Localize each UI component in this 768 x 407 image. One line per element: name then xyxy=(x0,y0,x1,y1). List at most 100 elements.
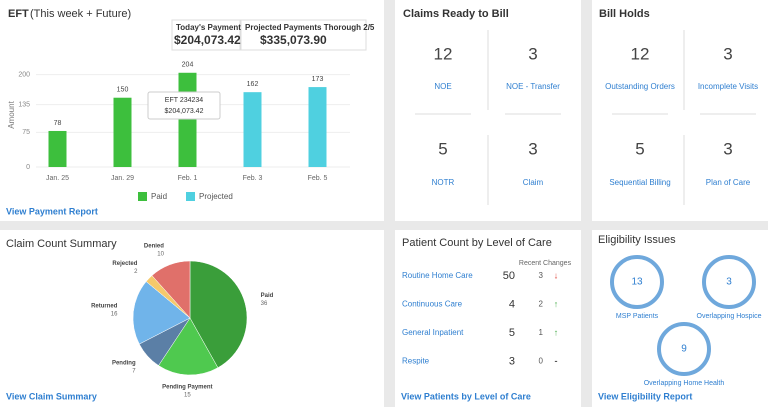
level-trend: ↑ xyxy=(554,327,559,337)
tile-count: 5 xyxy=(438,139,447,158)
pie-label: Pending xyxy=(112,360,136,366)
pie-label: Rejected xyxy=(112,261,137,267)
level-count: 3 xyxy=(509,355,515,367)
claims-ready-title: Claims Ready to Bill xyxy=(403,8,509,20)
tooltip-value: $204,073.42 xyxy=(165,108,204,115)
eligibility-link[interactable]: View Eligibility Report xyxy=(598,391,692,401)
tile-count: 3 xyxy=(723,44,732,63)
tile-label[interactable]: NOE - Transfer xyxy=(506,82,560,91)
tile-label[interactable]: Claim xyxy=(523,178,544,187)
tile-count: 3 xyxy=(528,139,537,158)
patient-count-panel xyxy=(395,230,581,407)
y-tick-label: 200 xyxy=(18,71,30,78)
bill-holds-panel xyxy=(592,0,768,221)
tile-count: 12 xyxy=(434,44,453,63)
issue-count[interactable]: 9 xyxy=(681,344,687,355)
today-box xyxy=(171,19,241,51)
bar-value-label: 150 xyxy=(117,87,129,94)
legend-label: Projected xyxy=(199,192,233,201)
level-change: 3 xyxy=(539,271,544,280)
tile-count: 12 xyxy=(631,44,650,63)
issue-count[interactable]: 13 xyxy=(631,277,643,288)
pie-slice xyxy=(151,260,191,319)
tile-label[interactable]: Outstanding Orders xyxy=(605,82,675,91)
bar xyxy=(243,92,262,167)
bar-value-label: 173 xyxy=(312,76,324,83)
patient-count-link[interactable]: View Patients by Level of Care xyxy=(401,391,531,401)
pie-value: 7 xyxy=(132,368,136,374)
bar-value-label: 78 xyxy=(54,120,62,127)
y-tick-label: 0 xyxy=(26,164,30,171)
level-change: 0 xyxy=(539,357,544,366)
level-name[interactable]: Routine Home Care xyxy=(402,271,473,280)
issue-circle xyxy=(610,255,664,309)
level-trend: ↓ xyxy=(554,270,559,280)
x-tick-label: Feb. 1 xyxy=(178,175,198,182)
level-trend: ↑ xyxy=(554,299,559,309)
bar-value-label: 162 xyxy=(247,81,259,88)
pie-value: 36 xyxy=(261,301,268,307)
pie-label: Paid xyxy=(261,293,274,299)
level-change: 1 xyxy=(539,328,544,337)
issue-label[interactable]: Overlapping Home Health xyxy=(644,380,725,387)
bar xyxy=(308,87,327,167)
bar xyxy=(178,72,197,167)
issue-label[interactable]: Overlapping Hospice xyxy=(697,313,762,320)
tile-count: 3 xyxy=(723,139,732,158)
pie-slice xyxy=(189,260,248,369)
bar xyxy=(48,130,67,167)
pie-value: 2 xyxy=(134,269,138,275)
eft-title: EFT xyxy=(8,8,29,20)
tile-label[interactable]: NOTR xyxy=(432,178,455,187)
level-count: 50 xyxy=(503,270,515,282)
today-label: Today's Payment xyxy=(176,23,241,32)
tooltip-title: EFT 234234 xyxy=(165,97,204,104)
issue-count[interactable]: 3 xyxy=(726,277,732,288)
x-tick-label: Jan. 25 xyxy=(46,175,69,182)
legend-label: Paid xyxy=(151,192,167,201)
projected-value: $335,073.90 xyxy=(260,33,327,47)
eft-subtitle: (This week + Future) xyxy=(30,8,131,20)
patient-count-title: Patient Count by Level of Care xyxy=(402,237,552,249)
pie-value: 16 xyxy=(111,312,118,318)
x-tick-label: Feb. 3 xyxy=(243,175,263,182)
level-count: 4 xyxy=(509,298,515,310)
pie-label: Returned xyxy=(91,304,118,310)
claim-summary-title: Claim Count Summary xyxy=(6,238,117,250)
level-name[interactable]: General Inpatient xyxy=(402,328,464,337)
bar-value-label: 204 xyxy=(182,62,194,69)
tile-label[interactable]: Incomplete Visits xyxy=(698,82,758,91)
pie-slice xyxy=(158,317,219,376)
tile-label[interactable]: Sequential Billing xyxy=(609,178,670,187)
tile-count: 3 xyxy=(528,44,537,63)
legend-swatch xyxy=(138,192,147,201)
recent-changes-header: Recent Changes xyxy=(519,260,572,267)
tile-label[interactable]: NOE xyxy=(434,82,451,91)
today-value: $204,073.42 xyxy=(174,33,241,47)
y-tick-label: 135 xyxy=(18,101,30,108)
pie-slice xyxy=(132,281,191,345)
tile-label[interactable]: Plan of Care xyxy=(706,178,751,187)
issue-label[interactable]: MSP Patients xyxy=(616,313,659,320)
level-change: 2 xyxy=(539,300,544,309)
legend-swatch xyxy=(186,192,195,201)
tile-count: 5 xyxy=(635,139,644,158)
claim-summary-link[interactable]: View Claim Summary xyxy=(6,391,97,401)
bill-holds-title: Bill Holds xyxy=(599,8,650,20)
level-name[interactable]: Continuous Care xyxy=(402,300,463,309)
payment-report-link[interactable]: View Payment Report xyxy=(6,206,98,216)
tooltip xyxy=(147,91,221,120)
y-axis-label: Amount xyxy=(7,100,16,128)
projected-label: Projected Payments Thorough 2/5 xyxy=(245,23,375,32)
pie-value: 10 xyxy=(157,251,164,257)
bar xyxy=(113,97,132,167)
x-tick-label: Jan. 29 xyxy=(111,175,134,182)
level-name[interactable]: Respite xyxy=(402,357,430,366)
eligibility-title: Eligibility Issues xyxy=(598,234,676,246)
pie-label: Denied xyxy=(144,243,164,249)
pie-value: 15 xyxy=(184,393,191,399)
issue-circle xyxy=(702,255,756,309)
projected-box xyxy=(240,19,367,51)
level-trend: - xyxy=(555,356,558,366)
